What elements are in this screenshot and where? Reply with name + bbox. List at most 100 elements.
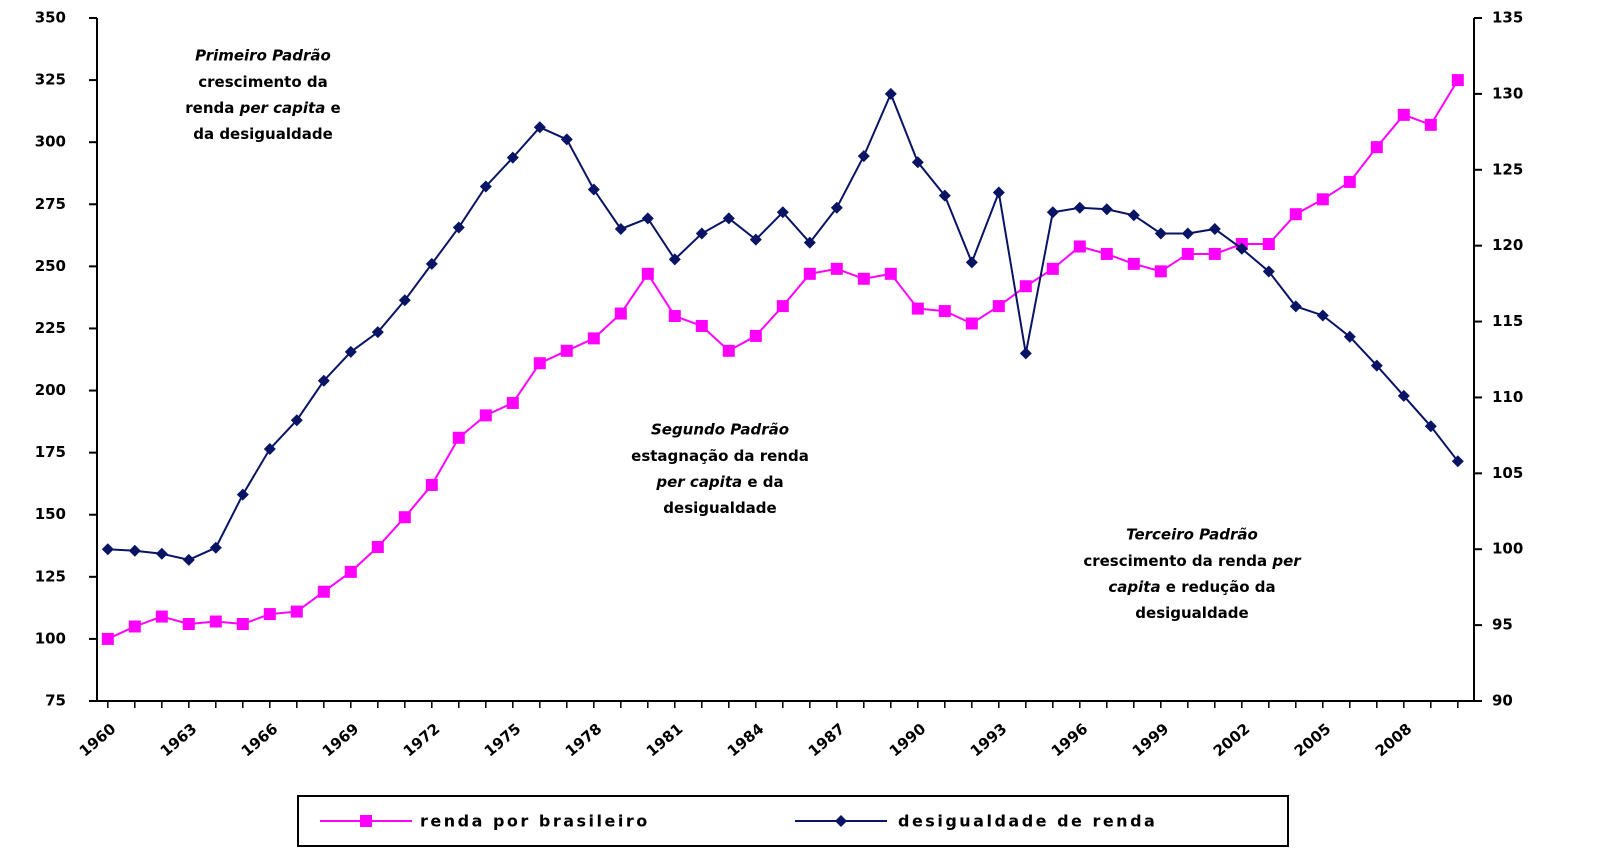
x-tick-label: 1969: [319, 720, 363, 761]
marker: [209, 615, 222, 628]
marker: [425, 478, 438, 491]
annotation-title: Terceiro Padrão: [1126, 526, 1258, 544]
marker: [1127, 209, 1140, 222]
marker: [938, 189, 951, 202]
y2-tick-label: 110: [1492, 388, 1523, 406]
marker: [1451, 455, 1464, 468]
y2-tick-label: 115: [1492, 312, 1523, 330]
y2-tick-label: 105: [1492, 464, 1523, 482]
marker: [614, 307, 627, 320]
marker: [452, 431, 465, 444]
marker: [1343, 330, 1356, 343]
x-tick-label: 1981: [643, 720, 687, 761]
annotation-line: crescimento da renda per: [1083, 552, 1302, 570]
marker: [290, 414, 303, 427]
marker: [182, 618, 195, 631]
legend-label: desigualdade de renda: [898, 812, 1157, 831]
marker: [857, 272, 870, 285]
x-tick-label: 1990: [886, 720, 930, 761]
marker: [1127, 257, 1140, 270]
marker: [911, 156, 924, 169]
marker: [776, 206, 789, 219]
x-tick-label: 2008: [1372, 720, 1416, 761]
annotation-text: per: [1271, 552, 1302, 570]
x-tick-label: 1975: [481, 720, 525, 761]
marker: [1181, 227, 1194, 240]
marker: [830, 262, 843, 275]
annotation-text: da desigualdade: [193, 125, 333, 143]
marker: [587, 183, 600, 196]
annotation-line: capita e redução da: [1108, 578, 1275, 596]
marker: [360, 815, 372, 827]
y-tick-label: 100: [35, 629, 66, 647]
marker: [398, 511, 411, 524]
annotation-text: per capita: [239, 99, 326, 117]
annotation-text: capita: [1108, 578, 1160, 596]
x-tick-label: 1960: [76, 720, 120, 761]
marker: [614, 222, 627, 235]
marker: [479, 409, 492, 422]
x-tick-label: 1966: [238, 720, 282, 761]
annotation-line: desigualdade: [663, 499, 776, 517]
x-tick-label: 1996: [1048, 720, 1092, 761]
y-tick-label: 225: [35, 319, 66, 337]
marker: [1316, 309, 1329, 322]
marker: [479, 180, 492, 193]
y2-tick-label: 100: [1492, 540, 1523, 558]
annotation-text: e: [325, 99, 340, 117]
marker: [506, 396, 519, 409]
marker: [1397, 108, 1410, 121]
marker: [1154, 265, 1167, 278]
marker: [155, 610, 168, 623]
marker: [1154, 227, 1167, 240]
marker: [587, 332, 600, 345]
annotation-title: Primeiro Padrão: [195, 47, 331, 65]
marker: [533, 357, 546, 370]
marker: [398, 294, 411, 307]
marker: [425, 257, 438, 270]
y-tick-label: 350: [35, 9, 66, 27]
marker: [1100, 247, 1113, 260]
legend-label: renda por brasileiro: [420, 812, 650, 831]
x-tick-label: 2002: [1210, 720, 1254, 761]
y2-tick-label: 130: [1492, 84, 1523, 102]
marker: [803, 236, 816, 249]
marker: [263, 608, 276, 621]
annotation-line: per capita e da: [655, 473, 783, 491]
marker: [1289, 300, 1302, 313]
y-tick-label: 150: [35, 505, 66, 523]
y2-tick-label: 95: [1492, 616, 1513, 634]
marker: [911, 302, 924, 315]
x-tick-label: 1993: [967, 720, 1011, 761]
annotation-text: desigualdade: [1135, 604, 1248, 622]
annotation-text: desigualdade: [663, 499, 776, 517]
marker: [1370, 359, 1383, 372]
marker: [641, 212, 654, 225]
marker: [344, 565, 357, 578]
marker: [533, 121, 546, 134]
annotation-text: e redução da: [1161, 578, 1276, 596]
y-tick-label: 125: [35, 567, 66, 585]
y2-tick-label: 90: [1492, 692, 1513, 710]
y-tick-label: 275: [35, 195, 66, 213]
marker: [992, 300, 1005, 313]
marker: [1424, 420, 1437, 433]
marker: [722, 344, 735, 357]
annotation-text: e da: [742, 473, 783, 491]
marker: [452, 221, 465, 234]
marker: [830, 201, 843, 214]
marker: [506, 151, 519, 164]
marker: [182, 553, 195, 566]
marker: [560, 133, 573, 146]
annotation-line: desigualdade: [1135, 604, 1248, 622]
annotation-line: da desigualdade: [193, 125, 333, 143]
marker: [560, 344, 573, 357]
marker: [371, 326, 384, 339]
x-tick-label: 1972: [400, 720, 444, 761]
marker: [128, 620, 141, 633]
marker: [884, 267, 897, 280]
marker: [695, 319, 708, 332]
marker: [155, 547, 168, 560]
marker: [209, 541, 222, 554]
